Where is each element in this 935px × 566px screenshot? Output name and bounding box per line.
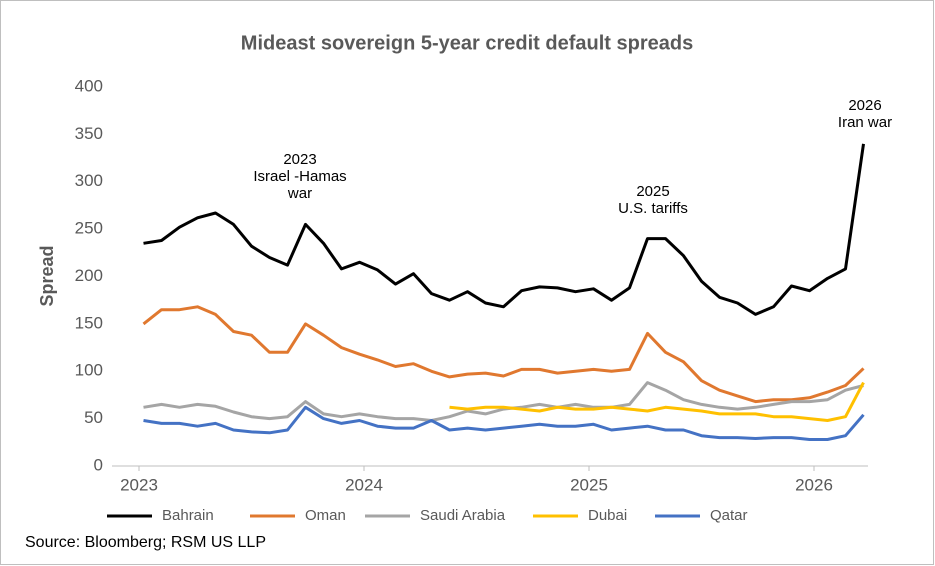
annotation: 2025	[636, 183, 669, 200]
y-tick-label: 300	[75, 171, 103, 190]
y-tick-label: 400	[75, 76, 103, 95]
annotation: war	[287, 185, 312, 202]
y-tick-label: 150	[75, 313, 103, 332]
x-tick-label: 2026	[795, 475, 833, 494]
series-line	[143, 381, 864, 422]
legend-label: Bahrain	[162, 507, 214, 524]
x-tick-label: 2024	[345, 475, 383, 494]
y-tick-label: 0	[94, 455, 103, 474]
series-line	[142, 305, 865, 404]
annotation: U.S. tariffs	[618, 200, 688, 217]
y-tick-label: 100	[75, 361, 103, 380]
source-note: Source: Bloomberg; RSM US LLP	[25, 534, 266, 551]
series-line	[143, 143, 865, 316]
x-tick-label: 2025	[570, 475, 608, 494]
series-line	[143, 405, 865, 441]
y-tick-label: 350	[75, 124, 103, 143]
legend-label: Dubai	[588, 507, 627, 524]
annotation: Iran war	[838, 114, 892, 131]
legend-label: Qatar	[710, 507, 748, 524]
legend-label: Saudi Arabia	[420, 507, 506, 524]
y-tick-label: 250	[75, 219, 103, 238]
chart-title: Mideast sovereign 5-year credit default …	[241, 32, 693, 54]
annotation: Israel -Hamas	[253, 168, 346, 185]
y-tick-label: 50	[84, 408, 103, 427]
annotation: 2026	[848, 97, 881, 114]
annotation: 2023	[283, 151, 316, 168]
x-tick-label: 2023	[120, 475, 158, 494]
y-tick-label: 200	[75, 266, 103, 285]
y-axis-label: Spread	[37, 245, 57, 306]
legend-label: Oman	[305, 507, 346, 524]
series-line	[449, 381, 865, 422]
